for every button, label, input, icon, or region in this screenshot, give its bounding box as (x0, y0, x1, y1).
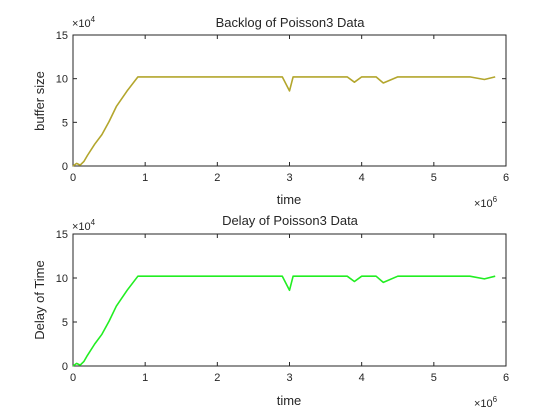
x-tick-label: 5 (431, 372, 437, 384)
y-tick-label: 0 (62, 361, 68, 373)
x-tick-label: 4 (359, 372, 365, 384)
subplot-delay: Delay of Poisson3 Data ×104 0 1 2 3 4 5 6 0 5 10 1… (32, 213, 509, 410)
x-axis-title: time (277, 393, 302, 408)
series-line (72, 76, 496, 167)
x-exponent-label: ×106 (474, 195, 498, 210)
y-tick-label: 15 (56, 229, 68, 241)
x-tick-label: 3 (286, 372, 292, 384)
x-tick-label: 6 (503, 372, 509, 384)
x-axis-title: time (277, 192, 302, 207)
y-exponent-label: ×104 (72, 218, 96, 233)
y-tick-label: 0 (62, 161, 68, 173)
x-exponent-label: ×106 (474, 395, 498, 410)
x-tick-label: 4 (359, 172, 365, 184)
y-tick-label: 10 (56, 273, 68, 285)
chart-title: Backlog of Poisson3 Data (216, 15, 366, 30)
x-tick-label: 1 (142, 172, 148, 184)
x-tick-label: 3 (286, 172, 292, 184)
y-tick-label: 10 (56, 74, 68, 86)
x-tick-label: 0 (70, 172, 76, 184)
y-exponent-label: ×104 (72, 15, 96, 30)
axes-box (72, 34, 507, 167)
y-tick-label: 15 (56, 30, 68, 42)
x-tick-label: 6 (503, 172, 509, 184)
plot-area: 0 1 2 3 4 5 6 0 5 10 15 (56, 30, 509, 184)
y-tick-label: 5 (62, 117, 68, 129)
chart-title: Delay of Poisson3 Data (222, 213, 359, 228)
x-tick-label: 5 (431, 172, 437, 184)
plot-area: 0 1 2 3 4 5 6 0 5 10 15 (56, 229, 509, 384)
series-line (72, 275, 496, 367)
x-tick-label: 2 (214, 172, 220, 184)
y-axis-title: Delay of Time (32, 260, 47, 339)
x-tick-label: 2 (214, 372, 220, 384)
y-tick-label: 5 (62, 317, 68, 329)
x-tick-label: 0 (70, 372, 76, 384)
subplot-backlog: Backlog of Poisson3 Data ×104 0 1 2 3 4 5 6 0 5 1… (32, 15, 509, 210)
y-axis-title: buffer size (32, 71, 47, 131)
x-tick-label: 1 (142, 372, 148, 384)
axes-box (72, 233, 507, 367)
